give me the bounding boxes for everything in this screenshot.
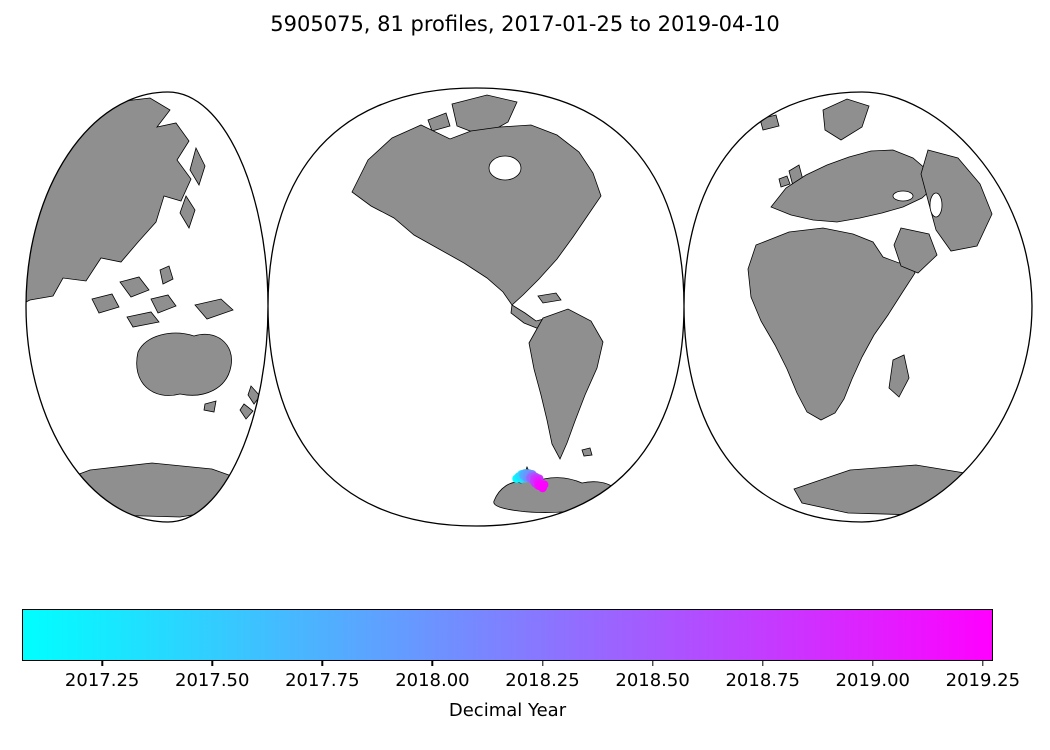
profile-point	[538, 483, 547, 493]
colorbar-tick-label: 2018.25	[505, 670, 580, 691]
colorbar-tick-label: 2019.25	[945, 670, 1021, 691]
colorbar-tick	[872, 661, 874, 666]
colorbar-tick-label: 2019.00	[835, 670, 910, 691]
colorbar-tick	[101, 661, 103, 666]
colorbar-tick-label: 2018.75	[725, 670, 800, 691]
colorbar-tick	[651, 661, 654, 666]
landmass-scandinavia	[822, 98, 870, 141]
landmass-arctic-island-1	[427, 112, 451, 132]
black-sea	[892, 190, 914, 202]
landmass-borneo	[119, 276, 150, 298]
landmass-new-zealand-south	[239, 403, 254, 420]
landmass-philippines	[159, 265, 174, 285]
colorbar-tick	[431, 661, 434, 666]
colorbar-tick	[321, 661, 324, 666]
landmass-japan	[179, 195, 196, 229]
colorbar-tick-label: 2017.50	[175, 670, 250, 691]
caspian-sea	[929, 192, 943, 218]
landmass-java	[126, 311, 160, 328]
colorbar-tick-label: 2018.50	[615, 670, 690, 691]
landmass-arabia	[893, 227, 938, 274]
world-map	[25, 87, 1033, 527]
colorbar	[22, 609, 993, 661]
colorbar-tick-label: 2017.75	[285, 670, 360, 691]
landmass-ireland	[778, 175, 791, 188]
landmass-cuba	[537, 292, 562, 304]
profile-scatter	[512, 469, 549, 493]
landmass-west-asia	[920, 149, 993, 252]
landmass-new-guinea	[194, 298, 234, 320]
landmass-australia	[136, 332, 232, 396]
colorbar-gradient	[23, 610, 992, 660]
plot-title: 5905075, 81 profiles, 2017-01-25 to 2019…	[270, 12, 780, 36]
landmass-sulawesi	[150, 294, 177, 314]
landmass-sumatra	[91, 293, 120, 314]
landmass-africa	[747, 227, 916, 421]
colorbar-ticks: 2017.25 2017.50 2017.75 2018.00 2018.25 2018.…	[22, 661, 1020, 701]
landmass-new-zealand-north	[247, 385, 261, 405]
decimal-year-label: Decimal Year	[448, 700, 567, 721]
colorbar-tick	[541, 661, 544, 666]
colorbar-tick	[761, 661, 764, 666]
landmass-greenland	[451, 94, 518, 137]
landmass-kamchatka	[189, 146, 206, 186]
colorbar-tick	[982, 661, 984, 666]
colorbar-tick-label: 2017.25	[64, 670, 140, 691]
hudson-bay	[488, 155, 522, 181]
landmass-south-america	[528, 308, 604, 460]
landmass-north-america	[351, 124, 602, 306]
map-outline	[25, 87, 1033, 527]
colorbar-tick	[211, 661, 213, 666]
colorbar-tick-label: 2018.00	[395, 670, 470, 691]
landmass-tasmania	[203, 400, 217, 413]
landmass-falklands	[581, 447, 593, 457]
landmass-madagascar	[888, 354, 910, 398]
